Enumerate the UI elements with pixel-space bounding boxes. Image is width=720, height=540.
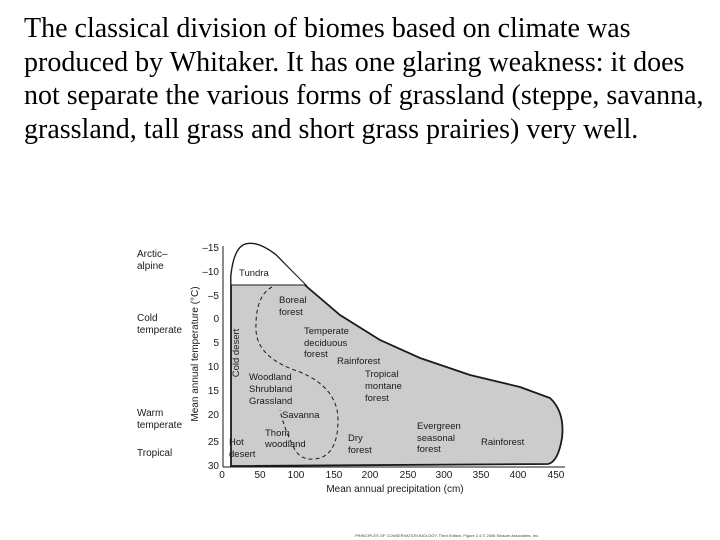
- x-tick-label: 350: [473, 470, 490, 481]
- biome-labels: Tundra Boreal forest Cold desert Tempera…: [229, 268, 525, 460]
- biome-shrubland: Shrubland: [249, 384, 292, 395]
- zone-label-alpine: alpine: [137, 261, 164, 272]
- biome-evergreen-seasonal: seasonal: [417, 433, 455, 444]
- zone-label-warm-temperate: temperate: [137, 420, 182, 431]
- y-tick-label: 30: [208, 461, 220, 472]
- biome-boreal: Boreal: [279, 295, 306, 306]
- biome-evergreen-seasonal: Evergreen: [417, 421, 461, 432]
- x-tick-label: 0: [219, 470, 225, 481]
- biome-grassland: Grassland: [249, 396, 292, 407]
- climate-zone-labels: Arctic– alpine Cold temperate Warm tempe…: [137, 249, 182, 459]
- biome-woodland: Woodland: [249, 372, 292, 383]
- x-tick-label: 300: [436, 470, 453, 481]
- y-tick-label: –15: [202, 243, 219, 254]
- biome-temperate-deciduous: forest: [304, 349, 328, 360]
- zone-label-tropical: Tropical: [137, 448, 172, 459]
- y-tick-label: –5: [208, 291, 220, 302]
- biome-hot-desert: Hot: [229, 437, 244, 448]
- y-tick-label: 25: [208, 437, 220, 448]
- x-tick-label: 450: [548, 470, 565, 481]
- zone-label-cold: Cold: [137, 313, 158, 324]
- x-tick-label: 250: [400, 470, 417, 481]
- biome-tropical-montane: forest: [365, 393, 389, 404]
- biome-temperate-deciduous: Temperate: [304, 326, 349, 337]
- x-tick-label: 50: [254, 470, 266, 481]
- biome-thorn-woodland: Thorn: [265, 428, 290, 439]
- y-tick-label: 5: [213, 338, 219, 349]
- biome-boreal: forest: [279, 307, 303, 318]
- biome-thorn-woodland: woodland: [264, 439, 306, 450]
- figure-credit: PRINCIPLES OF CONSERVATION BIOLOGY, Thir…: [355, 533, 539, 538]
- biome-savanna: Savanna: [282, 410, 320, 421]
- zone-label-arctic: Arctic–: [137, 249, 168, 260]
- x-tick-label: 400: [510, 470, 527, 481]
- x-tick-labels: 0 50 100 150 200 250 300 350 400 450: [219, 470, 565, 481]
- biome-evergreen-seasonal: forest: [417, 444, 441, 455]
- x-axis-title: Mean annual precipitation (cm): [326, 484, 463, 495]
- biome-tropical-montane: montane: [365, 381, 402, 392]
- zone-label-warm: Warm: [137, 408, 163, 419]
- biome-dry-forest: forest: [348, 445, 372, 456]
- y-tick-label: –10: [202, 267, 219, 278]
- biome-cold-desert: Cold desert: [231, 328, 242, 377]
- y-tick-label: 15: [208, 386, 220, 397]
- biome-tundra: Tundra: [239, 268, 269, 279]
- y-axis-title: Mean annual temperature (°C): [190, 286, 201, 421]
- y-tick-label: 20: [208, 410, 220, 421]
- tundra-boundary: [230, 243, 308, 286]
- biome-tropical-rainforest: Rainforest: [481, 437, 525, 448]
- biome-temperate-deciduous: deciduous: [304, 338, 348, 349]
- x-tick-label: 150: [326, 470, 343, 481]
- x-tick-label: 100: [288, 470, 305, 481]
- biome-hot-desert: desert: [229, 449, 256, 460]
- y-tick-label: 0: [213, 314, 219, 325]
- zone-label-cold-temperate: temperate: [137, 325, 182, 336]
- biome-dry-forest: Dry: [348, 433, 363, 444]
- x-tick-label: 200: [362, 470, 379, 481]
- y-tick-label: 10: [208, 362, 220, 373]
- slide-paragraph: The classical division of biomes based o…: [24, 13, 704, 145]
- dashed-biome-boundary: [255, 286, 339, 460]
- biome-tropical-montane: Tropical: [365, 369, 398, 380]
- biome-temperate-rainforest: Rainforest: [337, 356, 381, 367]
- y-tick-labels: –15 –10 –5 0 5 10 15 20 25 30: [202, 243, 219, 472]
